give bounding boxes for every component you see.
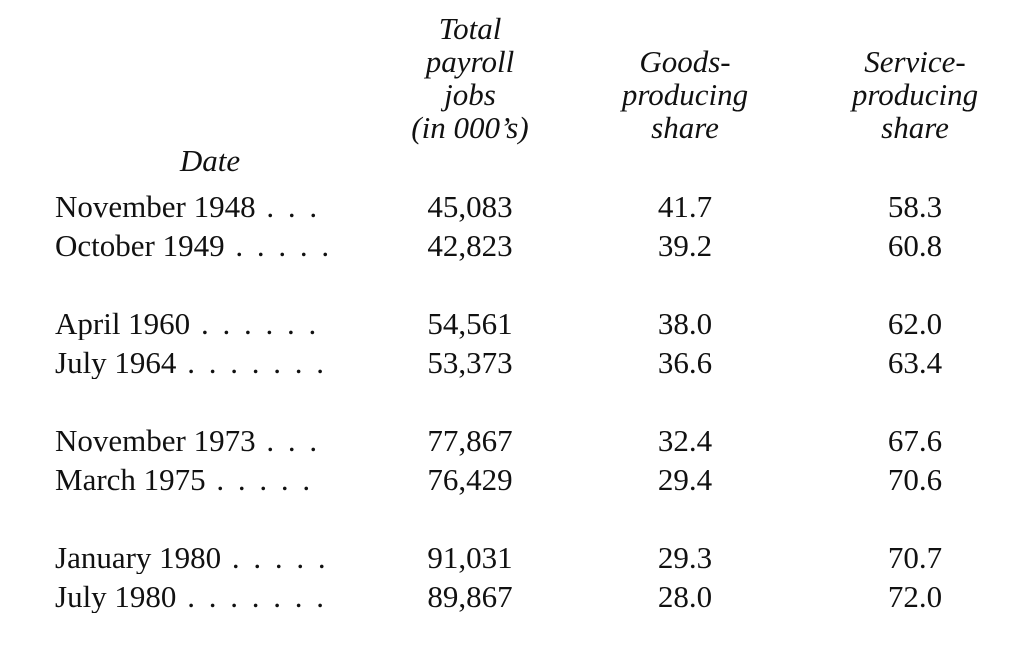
row-date: July 1980 . . . . . . . xyxy=(55,580,327,613)
row-service-share: 70.7 xyxy=(887,540,943,575)
table-row: March 1975 . . . . . 76,429 29.4 70.6 xyxy=(0,463,1018,496)
header-service-line-3: share xyxy=(881,110,949,145)
table-row: November 1973 . . . 77,867 32.4 67.6 xyxy=(0,424,1018,457)
table-row: October 1949 . . . . . 42,823 39.2 60.8 xyxy=(0,229,1018,262)
row-service-share: 70.6 xyxy=(887,462,943,497)
row-date: July 1964 . . . . . . . xyxy=(55,346,327,379)
row-total-jobs: 45,083 xyxy=(427,189,513,224)
header-service-line-2: producing xyxy=(851,77,979,112)
header-service-producing-share: Service- producing share xyxy=(830,45,1000,144)
row-date: November 1948 . . . xyxy=(55,190,321,223)
header-total-line-2: payroll xyxy=(425,44,515,79)
header-total-line-1: Total xyxy=(438,11,502,46)
row-goods-share: 41.7 xyxy=(657,189,713,224)
row-total-jobs: 77,867 xyxy=(427,423,513,458)
row-total-jobs: 91,031 xyxy=(427,540,513,575)
row-total-jobs: 76,429 xyxy=(427,462,513,497)
row-service-share: 62.0 xyxy=(887,306,943,341)
table-row: July 1980 . . . . . . . 89,867 28.0 72.0 xyxy=(0,580,1018,613)
row-service-share: 63.4 xyxy=(887,345,943,380)
row-goods-share: 36.6 xyxy=(657,345,713,380)
row-date: November 1973 . . . xyxy=(55,424,321,457)
header-date-line: Date xyxy=(179,143,241,178)
header-total-line-4: (in 000’s) xyxy=(411,110,529,145)
row-service-share: 58.3 xyxy=(887,189,943,224)
table-row: July 1964 . . . . . . . 53,373 36.6 63.4 xyxy=(0,346,1018,379)
header-goods-producing-share: Goods- producing share xyxy=(600,45,770,144)
row-total-jobs: 53,373 xyxy=(427,345,513,380)
row-goods-share: 39.2 xyxy=(657,228,713,263)
header-goods-line-2: producing xyxy=(621,77,749,112)
header-goods-line-1: Goods- xyxy=(639,44,731,79)
table-row: April 1960 . . . . . . 54,561 38.0 62.0 xyxy=(0,307,1018,340)
row-goods-share: 38.0 xyxy=(657,306,713,341)
row-service-share: 72.0 xyxy=(887,579,943,614)
row-goods-share: 29.4 xyxy=(657,462,713,497)
row-date: March 1975 . . . . . xyxy=(55,463,314,496)
row-goods-share: 29.3 xyxy=(657,540,713,575)
header-total-payroll-jobs: Total payroll jobs (in 000’s) xyxy=(385,12,555,144)
header-goods-line-3: share xyxy=(651,110,719,145)
row-total-jobs: 89,867 xyxy=(427,579,513,614)
row-total-jobs: 42,823 xyxy=(427,228,513,263)
header-date: Date xyxy=(150,144,270,177)
row-service-share: 67.6 xyxy=(887,423,943,458)
row-goods-share: 28.0 xyxy=(657,579,713,614)
row-service-share: 60.8 xyxy=(887,228,943,263)
row-total-jobs: 54,561 xyxy=(427,306,513,341)
header-total-line-3: jobs xyxy=(444,77,496,112)
header-service-line-1: Service- xyxy=(864,44,966,79)
row-date: January 1980 . . . . . xyxy=(55,541,329,574)
row-date: April 1960 . . . . . . xyxy=(55,307,320,340)
row-date: October 1949 . . . . . xyxy=(55,229,333,262)
table-row: November 1948 . . . 45,083 41.7 58.3 xyxy=(0,190,1018,223)
row-goods-share: 32.4 xyxy=(657,423,713,458)
table-row: January 1980 . . . . . 91,031 29.3 70.7 xyxy=(0,541,1018,574)
